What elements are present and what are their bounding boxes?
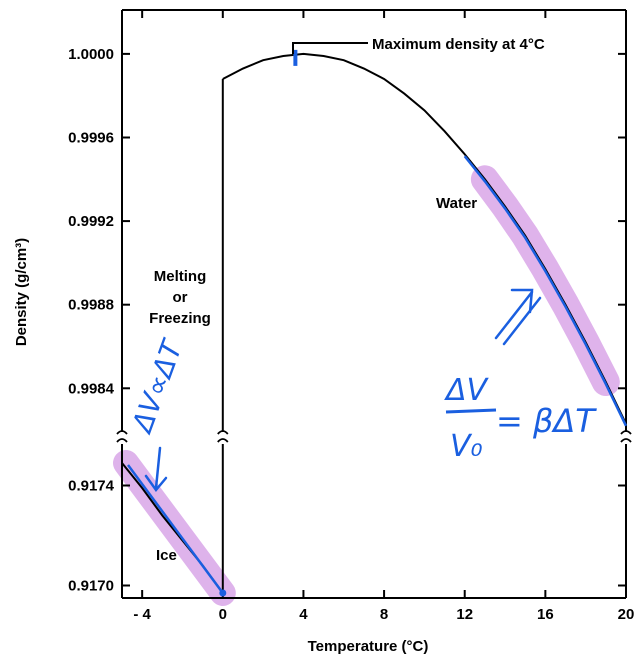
melting-label: Melting bbox=[154, 268, 207, 285]
or-label: or bbox=[173, 289, 188, 306]
highlight-layer bbox=[113, 165, 620, 606]
x-tick-label-0: - 4 bbox=[133, 606, 151, 623]
x-tick-label-3: 8 bbox=[380, 606, 388, 623]
freezing-label: Freezing bbox=[149, 310, 211, 327]
x-tick-label-6: 20 bbox=[618, 606, 635, 623]
formula-rhs: = βΔT bbox=[496, 402, 597, 440]
formula-denominator: V₀ bbox=[450, 429, 483, 464]
ice-end-dot bbox=[219, 589, 227, 597]
y-tick-label-lower-1: 0.9170 bbox=[68, 578, 114, 595]
y-tick-label-upper-1: 0.9996 bbox=[68, 129, 114, 146]
x-tick-label-1: 0 bbox=[219, 606, 227, 623]
series-layer bbox=[121, 49, 628, 597]
y-axis: 1.0000 0.9996 0.9992 0.9988 0.9984 0.9174 0.91… bbox=[68, 46, 626, 595]
axis-break-mark-2 bbox=[620, 430, 632, 443]
y-tick-label-upper-0: 1.0000 bbox=[68, 46, 114, 63]
series-water-line bbox=[222, 52, 627, 425]
x-axis-title: Temperature (°C) bbox=[308, 638, 429, 655]
axis-break-mark-1 bbox=[217, 430, 229, 443]
water-highlight bbox=[470, 165, 620, 397]
y-axis-title: Density (g/cm³) bbox=[13, 238, 30, 346]
ice-ink-line bbox=[126, 464, 224, 594]
water-ink-line bbox=[463, 155, 628, 427]
x-tick-label-4: 12 bbox=[456, 606, 473, 623]
annotations: Maximum density at 4°C Water Ice Melting… bbox=[149, 36, 545, 564]
x-axis: - 4 0 4 8 12 16 20 bbox=[133, 10, 634, 623]
y-tick-label-upper-2: 0.9992 bbox=[68, 213, 114, 230]
formula-numerator: ΔV bbox=[444, 373, 490, 408]
axis-break-mark-0 bbox=[116, 430, 128, 443]
x-tick-label-5: 16 bbox=[537, 606, 554, 623]
ice-label: Ice bbox=[156, 547, 177, 564]
max-density-leader bbox=[292, 42, 368, 54]
x-tick-label-2: 4 bbox=[299, 606, 308, 623]
max-density-label: Maximum density at 4°C bbox=[372, 36, 545, 53]
fraction-bar bbox=[445, 408, 497, 414]
y-tick-label-lower-0: 0.9174 bbox=[68, 478, 115, 495]
water-label: Water bbox=[436, 195, 477, 212]
y-tick-label-upper-3: 0.9988 bbox=[68, 297, 114, 314]
ice-arrow-icon bbox=[144, 446, 168, 493]
water-arrow-icon bbox=[494, 288, 534, 340]
water-arrow-shaft2-icon bbox=[502, 296, 542, 346]
proportional-formula: ΔV∝ΔT bbox=[125, 334, 190, 438]
y-tick-label-upper-4: 0.9984 bbox=[68, 380, 115, 397]
